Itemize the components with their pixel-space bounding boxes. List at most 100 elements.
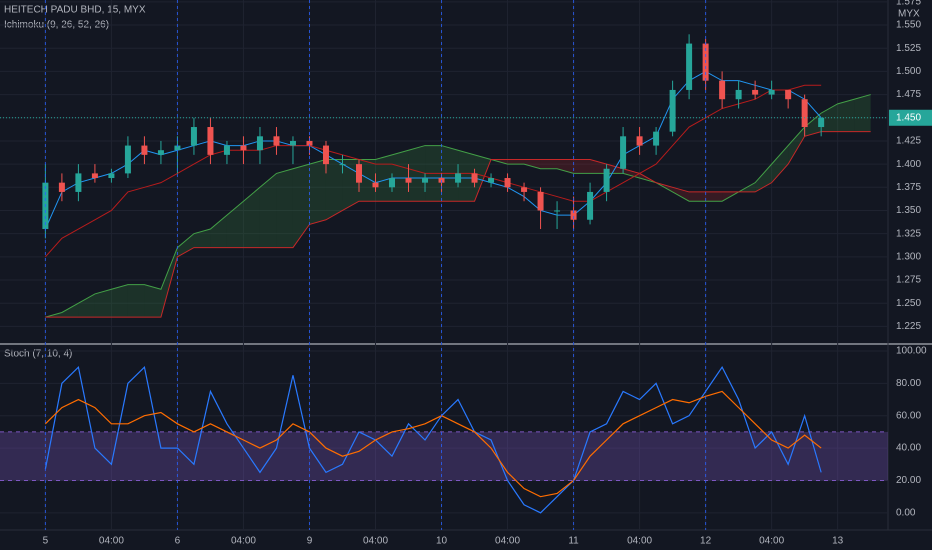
- candle-body: [620, 136, 627, 169]
- cloud-fill: [243, 187, 260, 248]
- y-tick-label: 1.500: [896, 66, 921, 77]
- candle-body: [686, 43, 693, 90]
- y-tick-label: 1.375: [896, 182, 921, 193]
- cloud-fill: [375, 154, 393, 202]
- candle-body: [322, 145, 329, 165]
- chart-title: HEITECH PADU BHD, 15, MYX: [4, 5, 146, 16]
- candle-body: [174, 145, 181, 151]
- cloud-fill: [61, 303, 79, 318]
- candle-body: [339, 164, 346, 166]
- y-tick-label: 1.525: [896, 43, 921, 54]
- candle-body: [587, 191, 594, 220]
- cloud-fill: [292, 164, 310, 248]
- x-tick-label: 04:00: [231, 536, 256, 547]
- y-tick-label: 1.400: [896, 159, 921, 170]
- candle-body: [289, 140, 296, 146]
- candle-body: [471, 173, 478, 183]
- candle-body: [768, 89, 775, 95]
- cloud-fill: [160, 247, 178, 318]
- cloud-fill: [507, 159, 525, 165]
- x-tick-label: 9: [307, 536, 313, 547]
- currency-label: MYX: [898, 9, 920, 20]
- y-tick-label: 1.250: [896, 298, 921, 309]
- candle-body: [58, 182, 65, 192]
- cloud-fill: [392, 150, 409, 202]
- candle-body: [752, 89, 759, 95]
- y-tick-label: 1.425: [896, 136, 921, 147]
- cloud-fill: [458, 150, 475, 202]
- cloud-fill: [210, 215, 227, 248]
- cloud-fill: [111, 284, 128, 318]
- price-tag: [889, 109, 932, 126]
- candle-body: [785, 89, 792, 100]
- candle-body: [355, 164, 362, 183]
- indicator-label: Stoch (7, 10, 4): [4, 349, 72, 360]
- candle-body: [389, 178, 396, 188]
- candle-body: [405, 178, 412, 183]
- cloud-fill: [309, 159, 326, 225]
- y-tick-label: 1.550: [896, 20, 921, 31]
- x-tick-label: 13: [832, 536, 844, 547]
- cloud-fill: [342, 159, 359, 211]
- candle-body: [818, 117, 825, 128]
- cloud-fill: [705, 191, 723, 202]
- candle-body: [306, 140, 313, 146]
- cloud-fill: [573, 159, 591, 174]
- x-tick-label: 10: [436, 536, 448, 547]
- candle-body: [669, 89, 676, 132]
- x-tick-label: 04:00: [363, 536, 388, 547]
- cloud-fill: [788, 127, 805, 165]
- cloud-fill: [804, 113, 822, 137]
- y-tick-label: 40.00: [896, 443, 921, 454]
- candle-body: [488, 178, 495, 183]
- cloud-fill: [524, 159, 541, 169]
- candle-body: [570, 210, 577, 220]
- candle-body: [190, 127, 197, 146]
- candle-body: [603, 168, 610, 192]
- cloud-fill: [408, 145, 426, 202]
- candle-body: [223, 145, 230, 155]
- candle-body: [124, 145, 131, 174]
- candle-body: [422, 178, 429, 183]
- y-tick-label: 1.300: [896, 251, 921, 262]
- y-tick-label: 1.475: [896, 89, 921, 100]
- cloud-fill: [177, 233, 194, 257]
- candle-body: [157, 150, 164, 155]
- y-tick-label: 1.325: [896, 228, 921, 239]
- candle-body: [735, 89, 742, 100]
- cloud-fill: [771, 145, 789, 183]
- cloud-span-b: [45, 131, 871, 318]
- cloud-fill: [226, 201, 244, 248]
- cloud-fill: [540, 159, 558, 169]
- y-tick-label: 80.00: [896, 378, 921, 389]
- indicator-line: [45, 84, 822, 258]
- candle-body: [504, 178, 511, 188]
- candle-body: [256, 136, 263, 151]
- candle-body: [719, 80, 726, 100]
- y-tick-label: 100.00: [896, 346, 927, 357]
- y-tick-label: 60.00: [896, 410, 921, 421]
- y-tick-label: 0.00: [896, 507, 916, 518]
- candle-body: [521, 187, 528, 192]
- candle-body: [636, 136, 643, 146]
- cloud-fill: [78, 293, 95, 318]
- x-tick-label: 04:00: [99, 536, 124, 547]
- cloud-fill: [94, 289, 112, 318]
- x-tick-label: 04:00: [495, 536, 520, 547]
- candle-body: [273, 136, 280, 146]
- candle-body: [91, 173, 98, 179]
- cloud-fill: [325, 159, 343, 220]
- cloud-fill: [557, 159, 574, 174]
- cloud-fill: [127, 284, 145, 318]
- cloud-fill: [358, 159, 376, 202]
- cloud-fill: [837, 99, 855, 132]
- candle-body: [207, 127, 214, 155]
- candle-body: [108, 173, 115, 179]
- x-tick-label: 6: [175, 536, 181, 547]
- cloud-fill: [854, 94, 871, 132]
- candle-body: [240, 145, 247, 151]
- cloud-span-a: [45, 94, 871, 318]
- x-tick-label: 11: [568, 536, 579, 547]
